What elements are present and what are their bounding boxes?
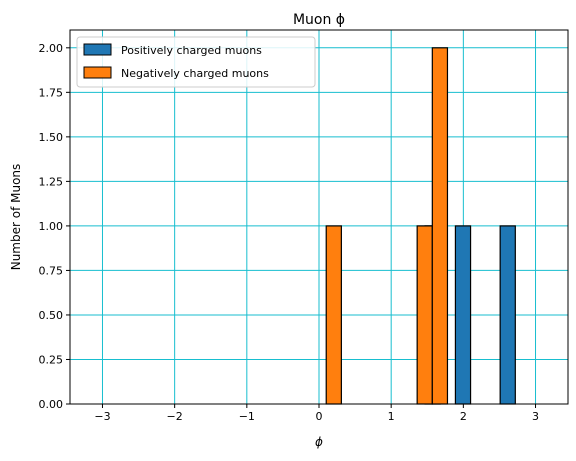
legend-frame bbox=[76, 36, 316, 88]
chart-title: Muon ϕ bbox=[293, 12, 345, 28]
bar-positive bbox=[499, 225, 516, 405]
legend-label-positive: Positively charged muons bbox=[121, 44, 262, 57]
x-tick-label: −1 bbox=[239, 410, 255, 423]
y-tick-label: 1.75 bbox=[39, 86, 64, 99]
histogram-bars bbox=[325, 47, 516, 405]
y-tick-label: 0.75 bbox=[39, 264, 64, 277]
bar-negative bbox=[325, 225, 342, 405]
y-tick-label: 0.25 bbox=[39, 353, 64, 366]
y-tick-label: 0.50 bbox=[39, 309, 64, 322]
x-tick-label: 3 bbox=[532, 410, 539, 423]
y-tick-label: 1.50 bbox=[39, 131, 64, 144]
grid-lines bbox=[70, 30, 568, 405]
x-tick-label: −3 bbox=[94, 410, 110, 423]
legend-swatch-positive bbox=[83, 43, 112, 56]
y-tick-label: 1.00 bbox=[39, 220, 64, 233]
x-tick-label: −2 bbox=[167, 410, 183, 423]
bar-negative bbox=[431, 47, 449, 405]
y-tick-label: 0.00 bbox=[39, 398, 64, 411]
x-tick-label: 2 bbox=[460, 410, 467, 423]
y-axis-label: Number of Muons bbox=[9, 164, 23, 271]
x-tick-label: 1 bbox=[388, 410, 395, 423]
legend-label-negative: Negatively charged muons bbox=[121, 67, 269, 80]
bar-positive bbox=[454, 225, 472, 405]
x-axis-label: ϕ bbox=[315, 435, 323, 449]
y-tick-label: 1.25 bbox=[39, 175, 64, 188]
y-axis-ticks: 0.00 0.25 0.50 0.75 1.00 1.25 1.50 1.75 2.00 bbox=[39, 42, 70, 411]
legend-swatch-negative bbox=[83, 66, 112, 79]
bar-negative bbox=[416, 225, 433, 405]
legend: Positively charged muons Negatively char… bbox=[76, 36, 316, 88]
x-axis-ticks: −3 −2 −1 0 1 2 3 bbox=[94, 404, 539, 423]
y-tick-label: 2.00 bbox=[39, 42, 64, 55]
x-tick-label: 0 bbox=[316, 410, 323, 423]
